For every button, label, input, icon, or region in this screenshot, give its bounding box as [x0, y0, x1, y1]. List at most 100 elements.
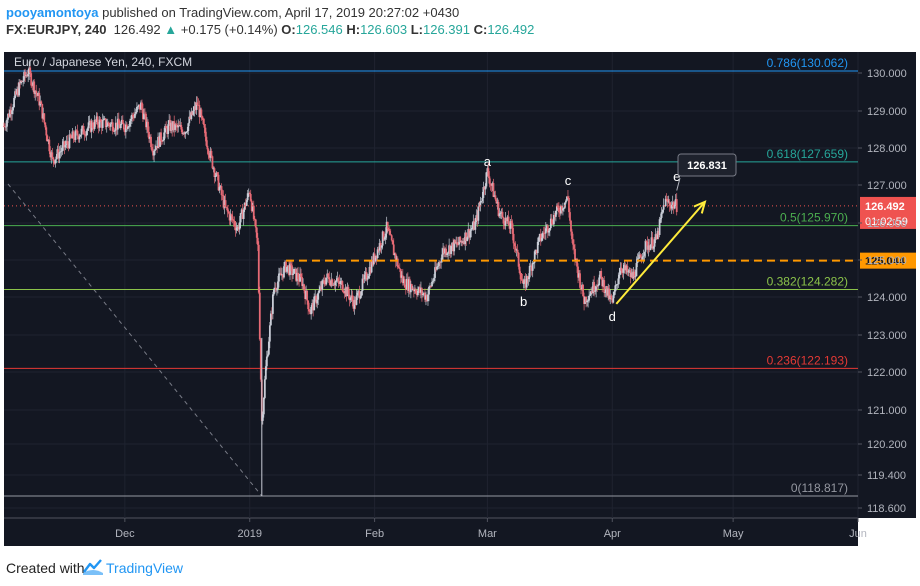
- candle-body: [94, 119, 97, 122]
- candle-body: [630, 272, 633, 277]
- candle-body: [251, 205, 254, 211]
- candle-body: [516, 249, 519, 253]
- candle-body: [174, 124, 177, 130]
- candle-body: [619, 267, 622, 275]
- price-tick-label: 128.000: [867, 143, 907, 155]
- candle-body: [298, 279, 300, 282]
- candle-body: [5, 126, 7, 128]
- candle-body: [439, 261, 441, 263]
- candle-body: [189, 116, 192, 119]
- time-axis[interactable]: [4, 518, 858, 546]
- candle-body: [325, 277, 328, 285]
- candle-body: [268, 325, 271, 342]
- support-price-label: 125.044: [865, 256, 906, 268]
- candle-body: [120, 119, 123, 124]
- candle-body: [12, 106, 14, 111]
- candle-body: [475, 215, 478, 222]
- candle-body: [568, 198, 570, 213]
- candle-body: [18, 82, 21, 96]
- candle-body: [3, 126, 5, 128]
- candle-body: [311, 303, 314, 307]
- dashed-trendline: [7, 183, 263, 497]
- published-text: published on TradingView.com, April 17, …: [102, 5, 460, 20]
- candle-body: [331, 279, 334, 286]
- candle-body: [402, 279, 405, 284]
- candle-body: [374, 255, 377, 262]
- candle-body: [280, 273, 282, 276]
- publish-info: pooyamontoya published on TradingView.co…: [6, 5, 459, 20]
- candle-body: [437, 265, 439, 267]
- price-chart[interactable]: 0.786(130.062) 0.618(127.659) 0.5(125.970)…: [0, 50, 920, 550]
- candle-body: [218, 187, 221, 191]
- candle-body: [271, 294, 274, 314]
- candle-body: [117, 118, 120, 125]
- candle-body: [611, 298, 614, 303]
- candle-body: [116, 118, 119, 130]
- candle-body: [286, 266, 288, 272]
- candle-body: [536, 241, 539, 254]
- author-link[interactable]: pooyamontoya: [6, 5, 99, 20]
- candle-body: [307, 300, 310, 310]
- chart-area[interactable]: 0.786(130.062) 0.618(127.659) 0.5(125.970)…: [0, 50, 920, 550]
- candle-body: [115, 122, 118, 130]
- trendline: [7, 183, 263, 497]
- candle-body: [162, 140, 165, 142]
- candle-body: [522, 283, 525, 284]
- candle-body: [156, 146, 158, 149]
- candle-body: [206, 145, 209, 150]
- candle-body: [418, 287, 420, 291]
- candle-body: [92, 127, 95, 129]
- candle-body: [376, 249, 379, 259]
- candle-body: [623, 264, 626, 269]
- candle-body: [164, 125, 167, 133]
- candle-body: [169, 120, 172, 131]
- candle-body: [414, 289, 417, 294]
- candle-body: [194, 106, 197, 110]
- candle-body: [672, 202, 675, 209]
- candle-body: [387, 229, 390, 231]
- candle-body: [20, 80, 23, 84]
- candle-body: [168, 120, 171, 125]
- tradingview-brand[interactable]: TradingView: [106, 560, 184, 576]
- candle-body: [32, 81, 35, 86]
- axes: 130.000 129.000 128.000 127.000 126.000 125.0…: [115, 68, 907, 540]
- candle-body: [145, 113, 147, 128]
- candle-body: [200, 109, 203, 117]
- candle-body: [587, 300, 590, 302]
- candle-body: [424, 292, 426, 300]
- candle-body: [505, 217, 508, 222]
- candle-body: [617, 278, 620, 285]
- candle-body: [329, 283, 332, 286]
- candle-body: [193, 106, 196, 111]
- candle-body: [61, 145, 64, 152]
- candle-body: [112, 131, 115, 133]
- candle-body: [479, 202, 482, 207]
- candle-body: [107, 122, 110, 125]
- candle-body: [121, 119, 124, 124]
- price-axis[interactable]: [858, 52, 916, 518]
- candle-body: [640, 257, 643, 260]
- candle-body: [462, 241, 465, 243]
- candle-body: [626, 265, 629, 273]
- candle-body: [330, 279, 333, 286]
- candle-body: [477, 206, 480, 221]
- candle-body: [70, 137, 73, 139]
- candle-body: [347, 287, 350, 295]
- candle-body: [509, 221, 512, 229]
- candle-body: [73, 138, 76, 140]
- candle-body: [539, 233, 542, 241]
- candle-body: [442, 248, 444, 255]
- candle-body: [235, 228, 238, 231]
- candle-body: [324, 283, 327, 285]
- price-tick-label: 120.200: [867, 439, 907, 451]
- candle-body: [639, 254, 642, 258]
- candle-body: [370, 260, 373, 273]
- candle-body: [467, 229, 470, 238]
- candle-body: [128, 120, 131, 127]
- candle-body: [186, 130, 189, 133]
- candle-body: [332, 284, 335, 286]
- time-tick-label: Feb: [365, 528, 384, 540]
- candle-body: [461, 241, 464, 243]
- candle-body: [657, 230, 660, 235]
- candle-body: [219, 186, 222, 188]
